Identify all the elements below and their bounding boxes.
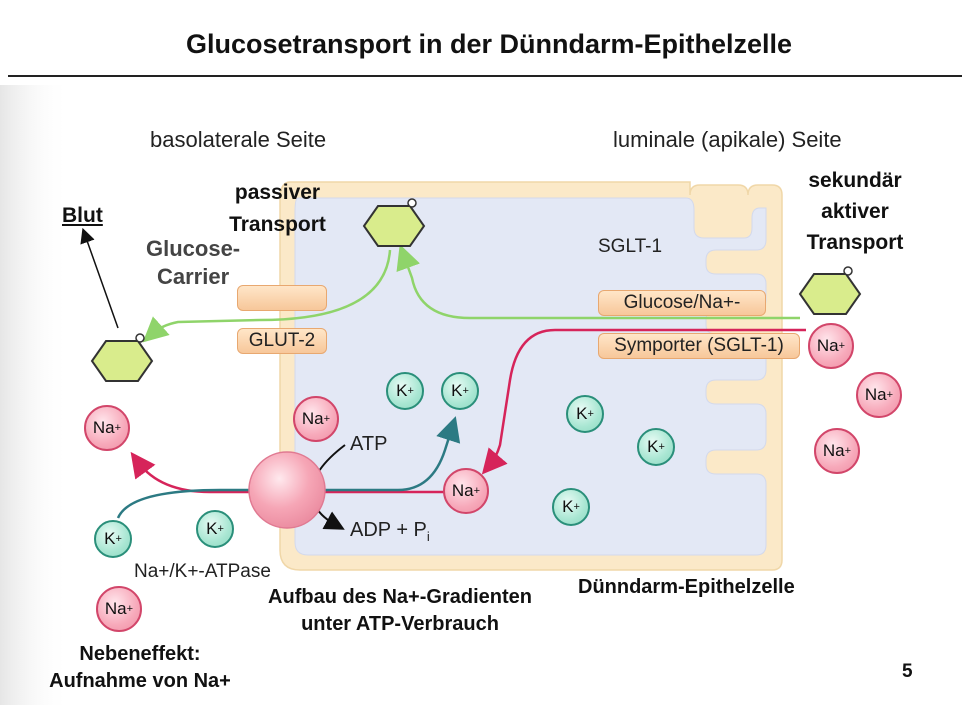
arrow-to-blood bbox=[80, 227, 119, 329]
k-ion-6: K + bbox=[196, 510, 234, 548]
blut-label: Blut bbox=[62, 204, 103, 227]
nebeneffekt-label-2: Aufnahme von Na+ bbox=[49, 670, 231, 692]
gradient-label-1: Aufbau des Na+-Gradienten bbox=[268, 586, 532, 608]
k-ion-5: K + bbox=[552, 488, 590, 526]
atp-label: ATP bbox=[350, 433, 388, 455]
nebeneffekt-label-1: Nebeneffekt: bbox=[79, 643, 201, 665]
arrow-glucose-to-blood bbox=[142, 249, 392, 343]
glut2-label: GLUT-2 bbox=[248, 330, 316, 351]
k-ion-4: K + bbox=[637, 428, 675, 466]
sglt1-transporter-bottom: Symporter (SGLT-1) bbox=[598, 333, 800, 359]
page-number: 5 bbox=[902, 661, 913, 682]
sekundaer-label-2: aktiver bbox=[821, 200, 889, 223]
glucose-carrier-label-1: Glucose- bbox=[146, 236, 241, 261]
k-ion-1: K + bbox=[386, 372, 424, 410]
k-ion-2: K + bbox=[441, 372, 479, 410]
left-shade bbox=[0, 85, 70, 705]
cell-cytoplasm bbox=[294, 197, 767, 556]
passiver-label-2: Transport bbox=[229, 213, 326, 236]
na-ion-blood-1: Na + bbox=[84, 405, 130, 451]
symporter-label-1: Glucose/Na+- bbox=[623, 292, 741, 313]
symporter-label-2: Symporter (SGLT-1) bbox=[614, 335, 784, 356]
basolateral-label: basolaterale Seite bbox=[150, 127, 327, 152]
na-ion-luminal-3: Na + bbox=[814, 428, 860, 474]
cell-name-label: Dünndarm-Epithelzelle bbox=[578, 576, 795, 598]
na-ion-luminal-2: Na + bbox=[856, 372, 902, 418]
na-ion-cytoplasm: Na + bbox=[293, 396, 339, 442]
sekundaer-label-3: Transport bbox=[806, 231, 904, 254]
arrow-na-uptake bbox=[481, 328, 806, 475]
glut2-transporter: GLUT-2 bbox=[237, 328, 327, 354]
sglt1-label: SGLT-1 bbox=[598, 236, 663, 257]
glut2-upper-segment bbox=[237, 285, 327, 311]
glucose-carrier-label-2: Carrier bbox=[157, 264, 230, 289]
glucose-molecule-luminal bbox=[798, 266, 862, 315]
passiver-label-1: passiver bbox=[234, 181, 321, 204]
sekundaer-label-1: sekundär bbox=[808, 169, 902, 192]
atpase-label: Na+/K+-ATPase bbox=[134, 561, 271, 582]
gradient-label-2: unter ATP-Verbrauch bbox=[301, 613, 499, 635]
page-title: Glucosetransport in der Dünndarm-Epithel… bbox=[185, 29, 793, 59]
arrow-glucose-uptake bbox=[396, 244, 800, 320]
arrow-na-out bbox=[130, 451, 460, 494]
k-ion-3: K + bbox=[566, 395, 604, 433]
adp-label: ADP + Pi bbox=[350, 519, 430, 544]
na-ion-entering: Na + bbox=[443, 468, 489, 514]
glucose-molecule-top bbox=[362, 198, 426, 247]
na-ion-blood-2: Na + bbox=[96, 586, 142, 632]
glucose-molecule-blood bbox=[90, 333, 154, 382]
atpase-pump bbox=[248, 451, 326, 529]
luminal-label: luminale (apikale) Seite bbox=[613, 127, 842, 152]
k-ion-7: K + bbox=[94, 520, 132, 558]
sglt1-transporter-top: Glucose/Na+- bbox=[598, 290, 766, 316]
arrow-k-in bbox=[116, 416, 461, 519]
na-ion-luminal-1: Na + bbox=[808, 323, 854, 369]
